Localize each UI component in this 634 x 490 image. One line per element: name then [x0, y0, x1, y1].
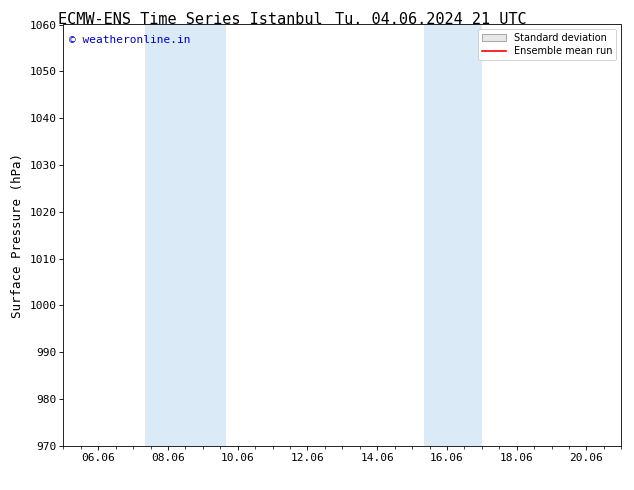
Text: Tu. 04.06.2024 21 UTC: Tu. 04.06.2024 21 UTC — [335, 12, 527, 27]
Text: ECMW-ENS Time Series Istanbul: ECMW-ENS Time Series Istanbul — [58, 12, 323, 27]
Y-axis label: Surface Pressure (hPa): Surface Pressure (hPa) — [11, 153, 24, 318]
Bar — [145, 24, 226, 446]
Bar — [424, 24, 482, 446]
Text: © weatheronline.in: © weatheronline.in — [69, 35, 190, 45]
Legend: Standard deviation, Ensemble mean run: Standard deviation, Ensemble mean run — [478, 29, 616, 60]
